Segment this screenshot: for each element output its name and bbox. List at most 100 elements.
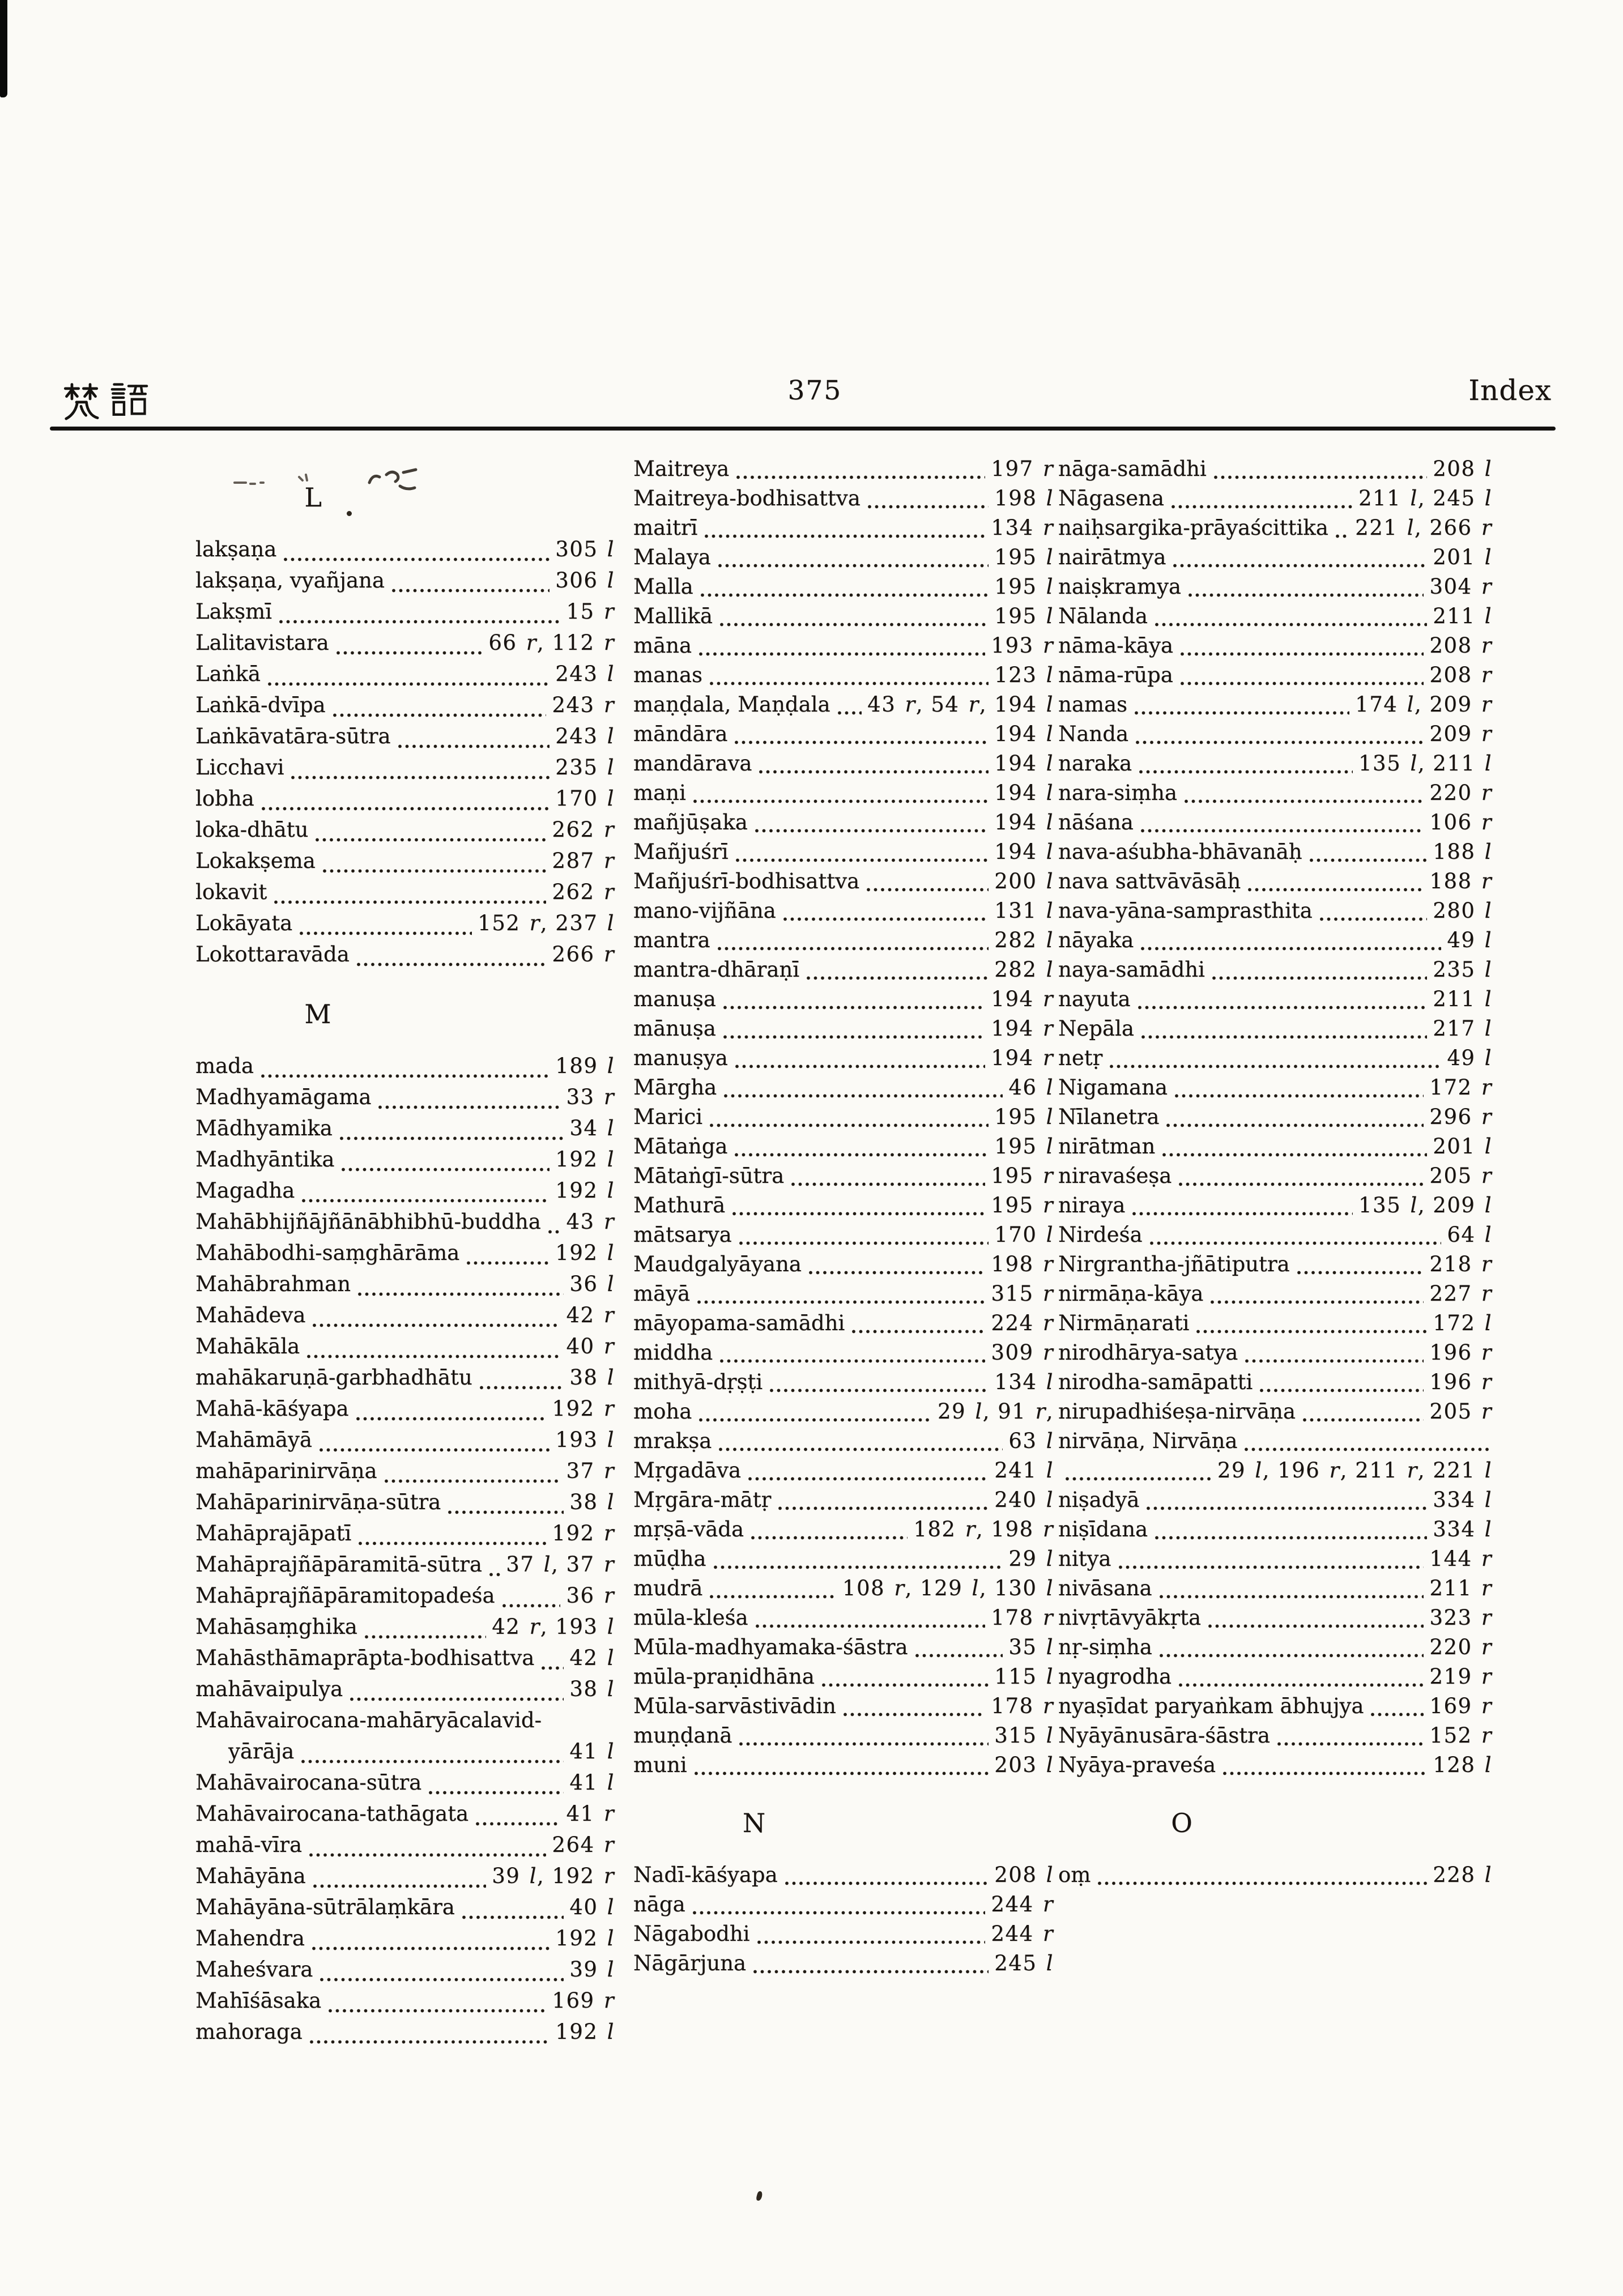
index-entry: Lalitavistara 66 r, 112 r [195,631,615,662]
dotted-leader [277,620,561,624]
index-entry: māyā 315 r [633,1281,1054,1311]
dotted-leader [1295,1271,1424,1275]
dotted-leader [734,858,989,862]
index-entry: Mañjuśrī 194 l [633,840,1054,869]
entry-term: nyagrodha [1058,1664,1172,1689]
dotted-leader [1186,593,1424,597]
index-entry: nava-aśubha-bhāvanāḥ 188 l [1058,840,1492,869]
entry-pages: 205 r [1429,1164,1492,1188]
entry-pages: 244 r [991,1892,1054,1916]
entry-term: Lokāyata [195,911,293,935]
entry-term: mantra [633,928,710,952]
index-entry: loka-dhātu 262 r [195,817,615,849]
index-entry: mūla-kleśa 178 r [633,1605,1054,1635]
index-entry: muni 203 l [633,1753,1054,1782]
dotted-leader [308,2040,550,2044]
entry-term: nṛ-siṃha [1058,1635,1152,1659]
entry-term: mānuṣa [633,1016,716,1041]
entry-pages: 152 r [1429,1723,1492,1748]
index-entry: yārāja 41 l [195,1739,615,1770]
dotted-leader [354,1417,547,1421]
entry-pages: 218 r [1429,1252,1492,1276]
entry-pages: 323 r [1429,1605,1492,1630]
dotted-leader [540,1666,564,1670]
dotted-leader [1064,1477,1212,1481]
entry-pages: 131 l [994,898,1054,923]
dotted-leader [1334,534,1350,538]
entry-term: naraka [1058,751,1132,776]
entry-pages: 243 r [552,693,615,717]
entry-term: maitrī [633,516,698,540]
entry-term: Mādhyamika [195,1116,333,1140]
entry-pages: 29 l [1008,1547,1054,1571]
entry-term: nirodhārya-satya [1058,1340,1238,1365]
entry-term: lobha [195,786,254,811]
index-entry: mandārava 194 l [633,751,1054,781]
entry-pages: 194 r [991,1016,1054,1041]
entry-pages: 196 r [1429,1370,1492,1394]
index-column-middle: Maitreya 197 r Maitreya-bodhisattva 198 l ma… [633,457,1054,1980]
dotted-leader [460,1915,564,1919]
index-entry: Mahābhijñājñānābhibhū-buddha 43 r [195,1209,615,1241]
dotted-leader [1221,1771,1428,1775]
entry-term: nairātmya [1058,545,1166,569]
dotted-leader [715,947,989,951]
entry-term: manuṣa [633,987,716,1011]
entry-pages: 195 l [994,545,1054,569]
entry-pages: 211 l [1433,604,1492,628]
entry-pages: 15 r [566,599,615,624]
entry-term: Lakṣmī [195,599,272,624]
dotted-leader [334,651,483,655]
index-entry: Maitreya 197 r [633,457,1054,486]
index-entry: mahākaruṇā-garbhadhātu 38 l [195,1365,615,1396]
entry-term: mahā-vīra [195,1833,303,1857]
index-entry: Nirmāṇarati 172 l [1058,1311,1492,1340]
entry-term: māndāra [633,722,728,746]
dotted-leader [311,1884,487,1888]
index-entry: nāyaka 49 l [1058,928,1492,957]
index-entry: Mahāparinirvāṇa-sūtra 38 l [195,1490,615,1521]
entry-pages: 193 r [991,633,1054,658]
entry-term: Madhyāntika [195,1147,335,1172]
entry-term: Mūla-madhyamaka-śāstra [633,1635,908,1659]
index-entry: nivāsana 211 r [1058,1576,1492,1605]
dotted-leader [841,1713,986,1716]
index-entry: Nanda 209 r [1058,722,1492,751]
index-entry: nirvāṇa, Nirvāṇa [1058,1429,1492,1458]
dotted-leader [731,1212,986,1216]
entry-pages: 192 l [555,2020,615,2044]
dotted-leader [321,869,547,873]
index-entry: nara-siṃha 220 r [1058,781,1492,810]
entry-term: niṣadyā [1058,1488,1140,1512]
entry-term: Mātaṅga [633,1134,728,1158]
dotted-leader [865,888,989,892]
entry-term: Nāgabodhi [633,1922,750,1946]
entry-term: nara-siṃha [1058,781,1177,805]
index-entry: Maitreya-bodhisattva 198 l [633,486,1054,516]
index-entry: manuṣa 194 r [633,987,1054,1016]
section-letter: N [742,1808,766,1838]
entry-term: Licchavi [195,755,284,779]
index-entry: Mahāprajāpatī 192 r [195,1521,615,1552]
dotted-leader [1243,1359,1424,1363]
entry-pages: 37 l, 37 r [506,1552,615,1577]
entry-term: nivāsana [1058,1576,1152,1600]
dotted-leader [465,1261,550,1265]
dotted-leader [1307,858,1428,862]
index-entry: nyagrodha 219 r [1058,1664,1492,1694]
entry-term: Mūla-sarvāstivādin [633,1694,836,1718]
entry-term: mūla-kleśa [633,1605,748,1630]
index-entry: Mṛgadāva 241 l [633,1458,1054,1488]
entry-pages: 220 r [1429,781,1492,805]
entry-term: Maitreya [633,457,730,481]
entry-pages: 42 r [566,1303,615,1327]
dotted-leader [716,564,989,568]
entry-term: yārāja [228,1739,295,1763]
entry-pages: 40 l [569,1895,615,1919]
entry-pages: 194 l [994,840,1054,864]
index-entry: Laṅkā-dvīpa 243 r [195,693,615,724]
dotted-leader [691,799,989,803]
index-entry: nitya 144 r [1058,1547,1492,1576]
entry-term: Mṛgadāva [633,1458,742,1483]
entry-term: niravaśeṣa [1058,1164,1172,1188]
